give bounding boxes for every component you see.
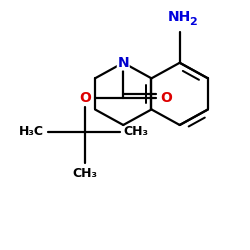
Text: N: N [118,56,129,70]
Text: CH₃: CH₃ [72,167,97,180]
Text: 2: 2 [189,17,196,27]
Text: O: O [160,91,172,105]
Text: NH: NH [168,10,191,24]
Text: N: N [118,56,129,70]
Text: O: O [79,91,91,105]
Text: CH₃: CH₃ [123,125,148,138]
Text: H₃C: H₃C [19,125,44,138]
